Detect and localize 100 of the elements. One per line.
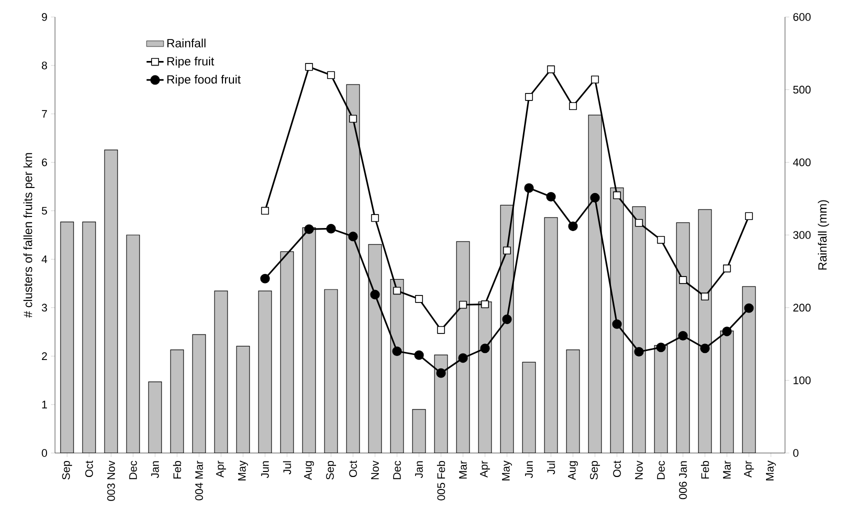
x-tick-label: 006 Jan	[679, 461, 687, 500]
bar	[192, 334, 206, 453]
bar	[412, 409, 426, 453]
legend-label: Ripe fruit	[167, 56, 214, 68]
point	[480, 344, 490, 354]
bar	[676, 222, 690, 453]
point	[700, 344, 710, 354]
y2-tick-label: 300	[793, 231, 811, 239]
y-tick-label: 3	[42, 304, 47, 312]
point	[261, 206, 269, 215]
x-tick-label: Aug	[568, 461, 578, 480]
bar	[258, 290, 272, 453]
y-axis-title: # clusters of fallen fruits per km	[23, 153, 35, 318]
x-tick-label: Jan	[415, 461, 423, 478]
bar	[214, 290, 228, 453]
x-tick-label: Sep	[62, 460, 72, 480]
x-tick-label: May	[502, 460, 512, 480]
point	[326, 224, 336, 234]
point	[679, 276, 687, 284]
x-tick-label: Oct	[85, 460, 93, 478]
point	[525, 93, 533, 101]
legend-label: Rainfall	[167, 38, 206, 48]
x-tick-label: Feb	[700, 460, 709, 478]
x-tick-label: May	[238, 460, 248, 480]
point	[590, 192, 600, 202]
y2-tick-label: 400	[793, 158, 811, 166]
bar	[60, 222, 74, 453]
x-tick-label: Dec	[393, 460, 401, 480]
bar	[170, 350, 184, 453]
bar	[742, 286, 756, 453]
bar	[104, 150, 118, 453]
x-tick-label: 003 Nov	[107, 460, 115, 501]
x-tick-label: Jul	[283, 461, 292, 474]
y-tick-label: 0	[42, 449, 48, 457]
bar	[82, 222, 96, 453]
y-tick-label: 9	[42, 13, 47, 21]
point	[569, 102, 577, 110]
point	[701, 292, 709, 300]
bar	[126, 235, 140, 453]
point	[371, 214, 379, 222]
x-tick-label: Nov	[635, 460, 643, 480]
x-tick-label: Dec	[129, 460, 137, 480]
point	[436, 368, 446, 378]
bar	[280, 252, 294, 453]
x-tick-label: Jun	[261, 461, 269, 478]
x-tick-label: 004 Mar	[195, 460, 203, 500]
point	[678, 330, 688, 341]
point	[437, 326, 445, 334]
bar	[698, 210, 712, 453]
bar	[148, 382, 162, 453]
y2-tick-label: 200	[793, 304, 811, 312]
y-tick-label: 1	[42, 400, 47, 408]
point	[370, 290, 380, 300]
y-tick-label: 2	[42, 352, 47, 360]
x-tick-label: Jun	[525, 461, 533, 478]
x-tick-label: Mar	[723, 460, 731, 478]
y-tick-label: 7	[42, 110, 47, 118]
point	[349, 114, 357, 123]
point	[546, 192, 556, 202]
point	[634, 346, 644, 357]
x-tick-label: Oct	[349, 460, 357, 478]
bar	[522, 362, 536, 453]
bar	[566, 350, 580, 453]
x-tick-label: Jan	[151, 461, 159, 478]
point	[393, 286, 401, 295]
y-tick-label: 8	[42, 62, 47, 70]
bar	[610, 188, 624, 453]
y-tick-label: 6	[42, 158, 47, 166]
x-tick-label: Oct	[613, 460, 621, 478]
bar	[302, 228, 316, 453]
point	[414, 350, 424, 360]
point	[723, 264, 731, 272]
point	[657, 236, 665, 244]
point	[635, 219, 643, 227]
point	[305, 63, 313, 71]
point	[503, 246, 511, 254]
point	[415, 295, 423, 303]
point	[722, 326, 732, 336]
point	[348, 232, 358, 242]
legend-label: Ripe food fruit	[167, 74, 241, 86]
x-tick-label: 005 Feb	[436, 461, 446, 500]
x-tick-label: Apr	[744, 460, 754, 478]
point	[459, 300, 467, 309]
bar	[456, 242, 470, 453]
bar	[236, 346, 250, 453]
y2-tick-label: 600	[793, 13, 811, 21]
y2-tick-label: 500	[793, 86, 811, 94]
x-tick-label: Sep	[326, 460, 336, 480]
x-tick-label: Dec	[657, 460, 665, 480]
point	[568, 221, 578, 232]
bar	[368, 244, 382, 453]
point	[613, 191, 621, 200]
bar	[588, 115, 602, 453]
bar	[324, 290, 338, 453]
point	[481, 300, 489, 308]
x-tick-label: Feb	[173, 460, 182, 478]
point	[591, 76, 599, 84]
bar	[544, 218, 558, 453]
x-tick-label: Jul	[546, 461, 556, 474]
x-tick-label: Apr	[480, 460, 490, 478]
